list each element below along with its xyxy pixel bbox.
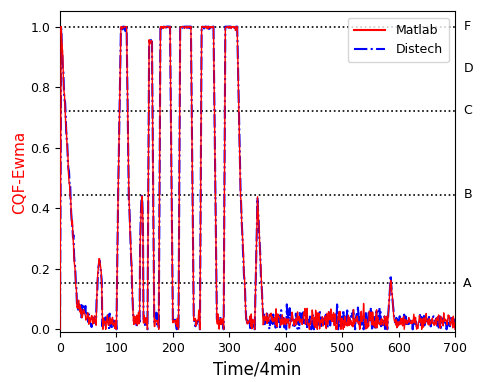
Text: A: A xyxy=(464,277,472,290)
Matlab xyxy=(376,322,382,326)
Line: Distech: Distech xyxy=(60,27,455,329)
Distech xyxy=(122,24,128,29)
Text: C: C xyxy=(464,104,472,117)
Distech xyxy=(220,320,226,325)
Matlab xyxy=(58,24,64,29)
Distech xyxy=(376,321,382,325)
Distech xyxy=(346,316,352,320)
Distech xyxy=(58,24,64,29)
Matlab xyxy=(118,58,124,63)
Text: D: D xyxy=(464,63,473,76)
Text: B: B xyxy=(464,188,472,201)
X-axis label: Time/4min: Time/4min xyxy=(214,361,302,379)
Y-axis label: CQF-Ewma: CQF-Ewma xyxy=(12,130,28,214)
Matlab xyxy=(346,315,352,320)
Matlab xyxy=(220,317,226,322)
Matlab xyxy=(452,327,458,332)
Legend: Matlab, Distech: Matlab, Distech xyxy=(348,18,449,63)
Distech xyxy=(452,327,458,332)
Distech xyxy=(118,58,124,63)
Matlab xyxy=(122,24,128,29)
Distech xyxy=(396,317,402,321)
Distech xyxy=(57,327,63,332)
Matlab xyxy=(57,327,63,332)
Matlab xyxy=(396,322,402,326)
Text: F: F xyxy=(464,20,470,33)
Line: Matlab: Matlab xyxy=(60,27,455,329)
